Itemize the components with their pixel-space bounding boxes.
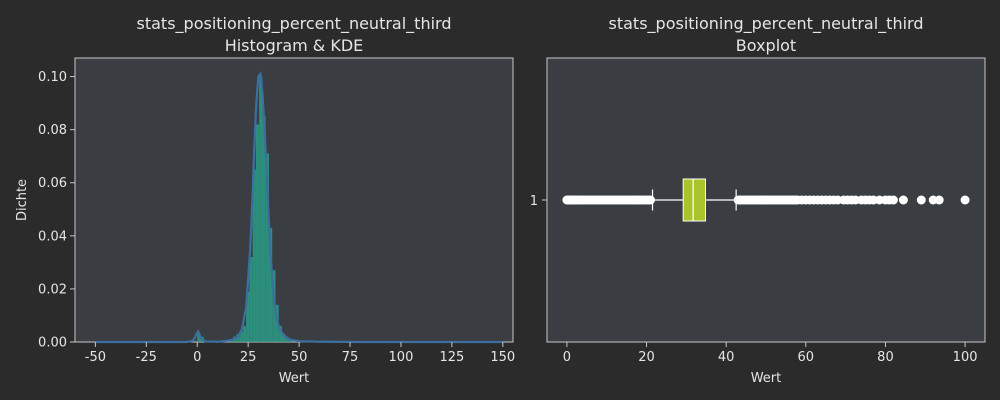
outlier-point	[934, 195, 944, 205]
outlier-point	[916, 195, 926, 205]
histogram-bar	[236, 334, 240, 342]
x-tick-label: -50	[85, 350, 106, 365]
histogram-bar	[246, 291, 250, 342]
boxplot-x-axis: 0 20 40 60 80 100	[563, 342, 978, 365]
histogram-subtitle: Histogram & KDE	[225, 36, 364, 55]
x-tick-label: 50	[291, 350, 308, 365]
boxplot-box	[682, 178, 706, 222]
y-tick-label: 0.08	[38, 123, 67, 138]
x-tick-label: 0	[563, 350, 571, 365]
outlier-point	[960, 195, 970, 205]
histogram-bar	[281, 334, 286, 342]
boxplot-y-axis: 1	[530, 194, 547, 209]
histogram-bar	[255, 124, 260, 343]
outlier-point	[888, 195, 898, 205]
histogram-x-label: Wert	[279, 371, 310, 386]
x-tick-label: 125	[439, 350, 464, 365]
x-tick-label: 80	[877, 350, 894, 365]
boxplot-panel: stats_positioning_percent_neutral_third …	[530, 14, 986, 386]
boxplot-outliers	[562, 195, 970, 205]
y-tick-label: 0.00	[38, 336, 67, 351]
histogram-panel: stats_positioning_percent_neutral_third …	[15, 14, 515, 386]
histogram-plot-area	[74, 57, 514, 343]
histogram-bar	[268, 227, 273, 342]
histogram-title: stats_positioning_percent_neutral_third	[137, 14, 452, 34]
histogram-bar	[259, 76, 263, 342]
x-tick-label: 100	[953, 350, 978, 365]
histogram-bar	[265, 153, 269, 342]
x-tick-label: -25	[136, 350, 157, 365]
x-tick-label: 20	[638, 350, 655, 365]
x-tick-label: 75	[342, 350, 359, 365]
histogram-bar	[197, 334, 201, 342]
histogram-bar	[262, 116, 266, 343]
outlier-point	[898, 195, 908, 205]
boxplot-box-group	[651, 178, 737, 222]
histogram-bar	[252, 169, 256, 342]
y-tick-label: 1	[530, 194, 538, 209]
x-tick-label: 40	[718, 350, 735, 365]
histogram-y-axis: 0.00 0.02 0.04 0.06 0.08 0.10	[38, 70, 75, 351]
x-tick-label: 150	[490, 350, 515, 365]
histogram-bar	[278, 326, 282, 342]
histogram-bar	[239, 331, 243, 342]
histogram-y-label: Dichte	[15, 179, 30, 221]
boxplot-title: stats_positioning_percent_neutral_third	[609, 14, 924, 34]
histogram-bar	[285, 336, 289, 342]
x-tick-label: 100	[389, 350, 414, 365]
x-tick-label: 0	[193, 350, 201, 365]
y-tick-label: 0.06	[38, 176, 67, 191]
y-tick-label: 0.10	[38, 70, 67, 85]
histogram-bar	[242, 326, 247, 342]
histogram-x-axis: -50 -25 0 25 50 75 100 125 150	[85, 342, 515, 365]
x-tick-label: 60	[798, 350, 815, 365]
x-tick-label: 25	[240, 350, 257, 365]
y-tick-label: 0.04	[38, 229, 67, 244]
boxplot-subtitle: Boxplot	[736, 36, 796, 55]
histogram-bar	[249, 257, 253, 342]
kde-line	[95, 71, 503, 344]
y-tick-label: 0.02	[38, 282, 67, 297]
boxplot-x-label: Wert	[751, 371, 782, 386]
